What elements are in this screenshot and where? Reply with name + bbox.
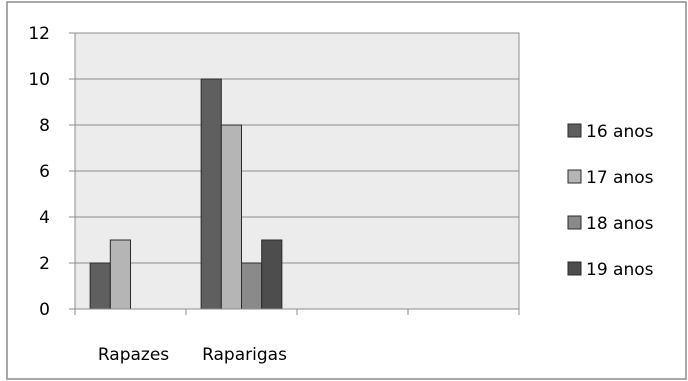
y-tick-label: 6 [39,162,50,182]
x-tick-label: Rapazes [98,345,169,365]
bar [89,262,111,310]
y-tick-label: 4 [39,208,50,228]
legend: 16 anos 17 anos 18 anos 19 anos [567,122,654,280]
legend-label: 17 anos [586,168,654,188]
bar [220,124,242,310]
y-tick-label: 0 [39,300,50,320]
y-axis-ticks: 0 2 4 6 8 10 12 [28,24,75,320]
legend-swatch [567,215,582,230]
gridlines [75,32,519,264]
legend-label: 19 anos [586,260,654,280]
y-tick-label: 2 [39,254,50,274]
bar [241,262,263,310]
legend-swatch [567,123,582,138]
bar [261,239,283,310]
axes [69,33,519,315]
legend-label: 16 anos [586,122,654,142]
y-tick-label: 10 [28,70,50,90]
x-tick-label: Raparigas [202,345,287,365]
y-tick-label: 12 [28,24,50,44]
bars [89,78,283,310]
y-tick-label: 8 [39,116,50,136]
legend-label: 18 anos [586,214,654,234]
x-axis-ticks: Rapazes Raparigas [74,309,520,365]
legend-swatch [567,261,582,276]
bar [109,239,132,310]
legend-swatch [567,169,582,184]
bar [200,78,222,310]
